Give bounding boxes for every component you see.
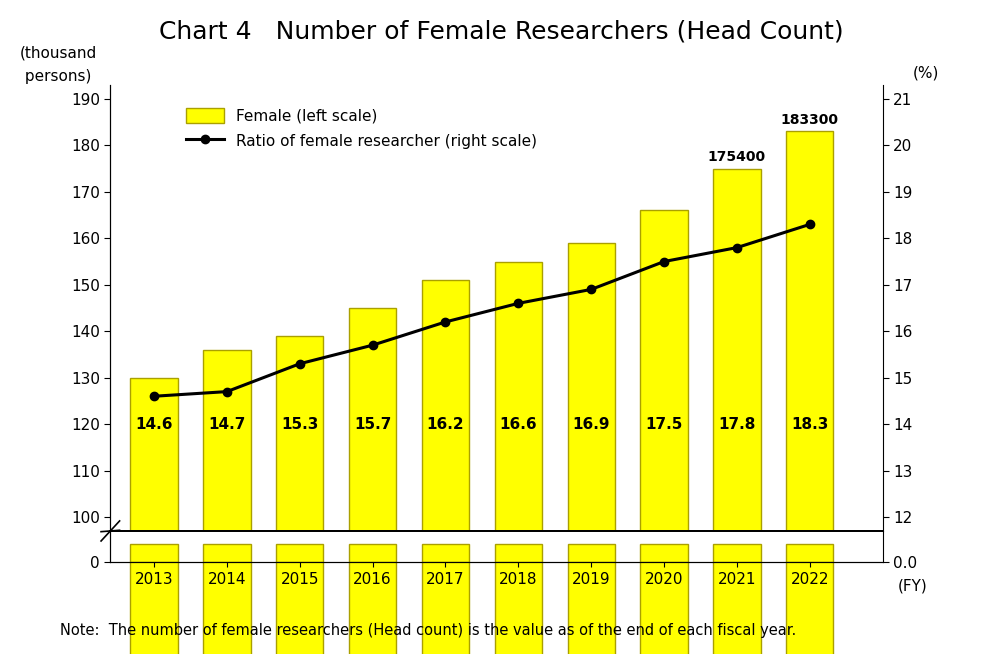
Bar (639, 543, 687, 562)
Text: (%): (%) (912, 65, 938, 80)
Bar (276, 336, 323, 654)
Text: Chart 4   Number of Female Researchers (Head Count): Chart 4 Number of Female Researchers (He… (159, 20, 843, 44)
Legend: Female (left scale), Ratio of female researcher (right scale): Female (left scale), Ratio of female res… (179, 101, 543, 155)
Text: 16.2: 16.2 (426, 417, 464, 432)
Bar (494, 543, 541, 562)
Text: (thousand: (thousand (20, 46, 97, 61)
Text: Note:  The number of female researchers (Head count) is the value as of the end : Note: The number of female researchers (… (60, 623, 796, 638)
Bar (203, 350, 250, 654)
Text: 17.8: 17.8 (717, 417, 755, 432)
Bar (712, 543, 760, 562)
Bar (567, 543, 614, 562)
Bar (349, 308, 396, 654)
Bar (639, 211, 687, 654)
Text: 175400: 175400 (707, 150, 766, 164)
Bar (349, 543, 396, 562)
Bar (567, 243, 614, 654)
Text: 16.9: 16.9 (572, 417, 609, 432)
Text: 15.3: 15.3 (281, 417, 318, 432)
Bar (712, 169, 760, 654)
Text: persons): persons) (20, 69, 91, 84)
Bar (130, 543, 177, 562)
Text: 15.7: 15.7 (354, 417, 391, 432)
Text: (FY): (FY) (897, 579, 927, 594)
Text: 183300: 183300 (780, 113, 838, 127)
Bar (786, 131, 833, 654)
Bar (422, 543, 469, 562)
Bar (276, 543, 323, 562)
Text: 18.3: 18.3 (791, 417, 828, 432)
Bar (130, 377, 177, 654)
Text: 14.6: 14.6 (135, 417, 172, 432)
Bar (422, 280, 469, 654)
Text: 14.7: 14.7 (208, 417, 245, 432)
Text: 16.6: 16.6 (499, 417, 537, 432)
Bar (203, 543, 250, 562)
Bar (494, 262, 541, 654)
Text: 17.5: 17.5 (644, 417, 682, 432)
Bar (786, 543, 833, 562)
